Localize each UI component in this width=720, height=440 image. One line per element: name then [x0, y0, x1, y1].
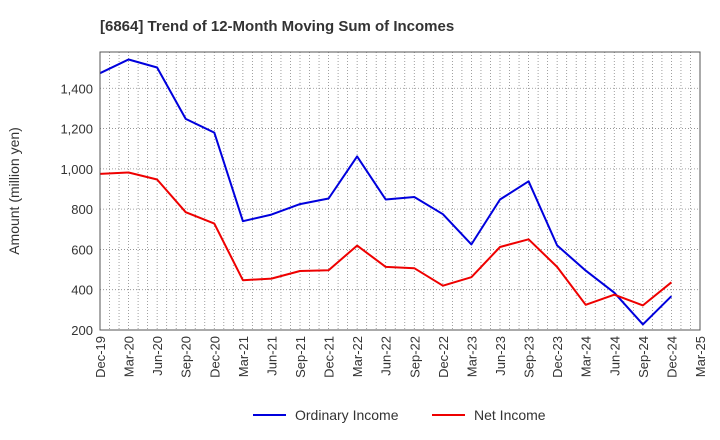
x-tick-label: Jun-20 — [150, 336, 165, 376]
x-tick-label: Dec-22 — [436, 336, 451, 378]
plot-frame — [99, 51, 701, 331]
y-tick-label: 1,400 — [60, 81, 93, 96]
x-tick-label: Sep-22 — [407, 336, 422, 378]
x-axis-ticks: Dec-19 Mar-20 Jun-20 Sep-20 Dec-20 Mar-21 Jun-… — [93, 336, 708, 378]
legend-label-ordinary-income: Ordinary Income — [295, 407, 399, 423]
y-tick-label: 400 — [71, 283, 93, 298]
x-tick-label: Jun-22 — [379, 336, 394, 376]
y-tick-label: 1,200 — [60, 122, 93, 137]
x-tick-label: Mar-20 — [122, 336, 137, 377]
x-tick-label: Mar-21 — [236, 336, 251, 377]
x-tick-label: Jun-24 — [607, 336, 622, 376]
x-tick-label: Sep-24 — [636, 336, 651, 378]
x-tick-label: Dec-23 — [550, 336, 565, 378]
series-group — [99, 58, 673, 326]
x-tick-label: Jun-21 — [264, 336, 279, 376]
x-tick-label: Mar-24 — [579, 336, 594, 377]
x-tick-label: Dec-24 — [664, 336, 679, 378]
x-tick-label: Jun-23 — [493, 336, 508, 376]
x-tick-label: Mar-25 — [693, 336, 708, 377]
x-tick-label: Sep-21 — [293, 336, 308, 378]
y-tick-label: 600 — [71, 242, 93, 257]
y-tick-label: 1,000 — [60, 162, 93, 177]
chart-title: [6864] Trend of 12-Month Moving Sum of I… — [100, 18, 454, 35]
y-tick-label: 800 — [71, 202, 93, 217]
x-tick-label: Mar-22 — [350, 336, 365, 377]
x-tick-label: Dec-20 — [207, 336, 222, 378]
x-tick-label: Mar-23 — [464, 336, 479, 377]
x-tick-label: Dec-19 — [93, 336, 108, 378]
x-tick-label: Sep-20 — [179, 336, 194, 378]
x-tick-label: Sep-23 — [522, 336, 537, 378]
y-axis-ticks: 200 400 600 800 1,000 1,200 1,400 — [60, 81, 93, 338]
legend: Ordinary Income Net Income — [253, 407, 546, 423]
series-line-net-income — [99, 171, 673, 307]
x-tick-label: Dec-21 — [322, 336, 337, 378]
legend-label-net-income: Net Income — [474, 407, 546, 423]
y-axis-label: Amount (million yen) — [6, 127, 22, 255]
grid — [99, 52, 701, 331]
series-line-ordinary-income — [99, 58, 673, 326]
y-tick-label: 200 — [71, 323, 93, 338]
